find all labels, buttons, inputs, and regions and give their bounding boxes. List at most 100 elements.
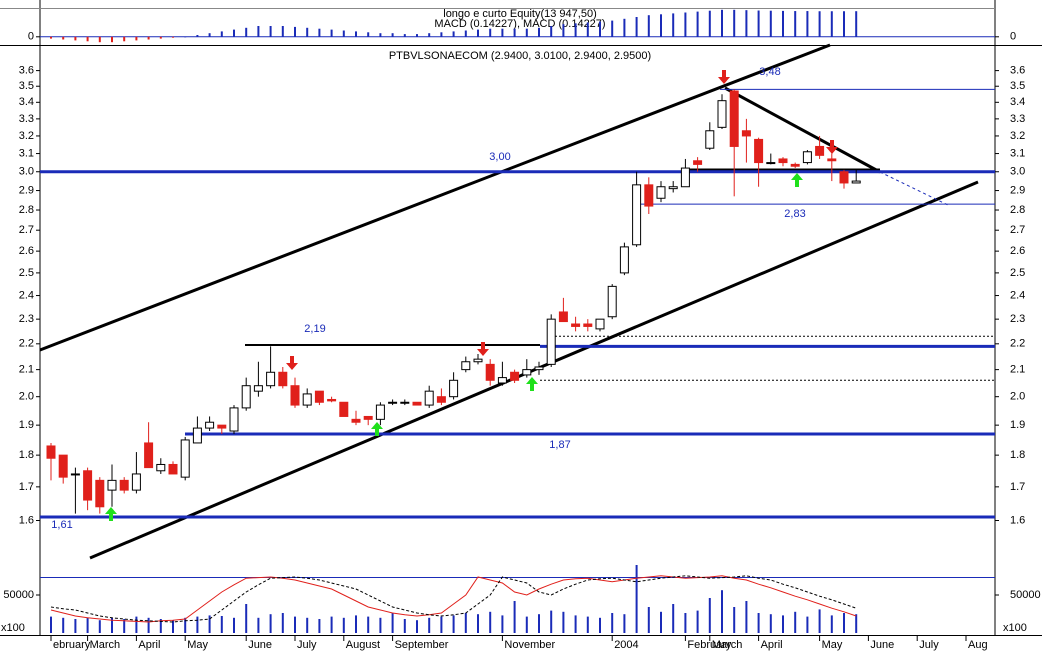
macd-bar (660, 14, 662, 37)
macd-bar (733, 9, 736, 37)
macd-bar (62, 36, 65, 40)
volume-bar (501, 615, 504, 633)
x-tick-label: May (187, 639, 208, 651)
macd-bar (562, 24, 565, 37)
upper-channel (39, 43, 831, 352)
candle-body (180, 439, 190, 478)
candle-body (571, 323, 581, 327)
volume-bar (391, 613, 394, 633)
candle-body (107, 479, 117, 491)
y-tick-label: 2.1 (19, 364, 34, 376)
macd-bar (294, 26, 296, 37)
macd-bar (525, 28, 528, 37)
y-tick-label: 2.5 (1010, 267, 1025, 279)
volume-bar (269, 614, 272, 633)
x-tick-label: November (504, 639, 555, 651)
candle-body (70, 473, 80, 476)
macd-bar (428, 33, 431, 37)
candle-body (302, 393, 312, 406)
volume-bar (794, 611, 797, 633)
frame (0, 0, 1042, 636)
y-tick-label: 2.0 (1010, 391, 1025, 403)
macd-bar (440, 32, 443, 37)
level-label: 2,83 (784, 208, 805, 220)
candle-body (363, 415, 373, 420)
volume-bar (574, 615, 577, 633)
y-tick-label: 50000 (1010, 589, 1041, 601)
y-tick-label: 3.1 (1010, 147, 1025, 159)
volume-bar (123, 619, 126, 633)
level-label: 3,48 (759, 66, 780, 78)
macd-bar (111, 36, 113, 43)
macd-bar (135, 36, 138, 41)
macd-bar (172, 36, 174, 38)
candle-body (510, 371, 520, 381)
volume-bar (440, 616, 443, 633)
volume-bar (330, 616, 333, 633)
y-tick-label: 3.5 (1010, 80, 1025, 92)
candle-body (790, 163, 800, 167)
candle-body (205, 421, 215, 429)
macd-bar (464, 30, 467, 37)
macd-bar (757, 10, 760, 37)
macd-bar (538, 27, 540, 37)
macd-bar (611, 20, 614, 37)
volume-bar (562, 611, 565, 633)
y-tick-label: 2.9 (1010, 184, 1025, 196)
y-tick-label: 2.9 (19, 184, 34, 196)
y-tick-label: 2.0 (19, 391, 34, 403)
triangle-extension (879, 171, 951, 207)
volume-bar (635, 565, 638, 633)
volume-bar (855, 614, 858, 633)
macd-bar (233, 29, 235, 37)
macd-bar (330, 29, 333, 37)
volume-bar (281, 613, 284, 633)
volume-bar (135, 616, 138, 633)
volume-bar (464, 613, 467, 633)
signal-arrow (718, 70, 730, 84)
y-tick-label: 3.4 (1010, 96, 1025, 108)
y-tick-label: 2.2 (19, 338, 34, 350)
y-tick-label: 3.2 (1010, 130, 1025, 142)
x-tick-label: April (138, 639, 160, 651)
candle-body (766, 162, 776, 165)
volume-bar (550, 610, 553, 633)
volume-bar (452, 615, 455, 633)
volume-bar (172, 620, 174, 633)
y-tick-label: 3.4 (19, 96, 34, 108)
macd-bar (342, 30, 345, 37)
candle-body (351, 418, 361, 423)
y-tick-label: 3.1 (19, 147, 34, 159)
trendlines (39, 43, 979, 560)
macd-bar (403, 34, 406, 37)
macd-bar (599, 21, 601, 37)
volume-bar (611, 613, 614, 633)
macd-bar (208, 33, 211, 37)
macd-bar (74, 36, 77, 41)
volume-bar (513, 601, 516, 633)
macd-bar (245, 27, 248, 37)
candle-body (497, 377, 507, 384)
volume-bar (159, 619, 162, 633)
candle-body (168, 463, 178, 475)
volume-bar (111, 617, 113, 633)
macd-bar (220, 31, 223, 37)
unit-label: x100 (1003, 622, 1027, 634)
candle-body (375, 404, 385, 420)
volume-bar (367, 616, 370, 633)
macd-bar (623, 18, 626, 37)
volume-bar (782, 615, 784, 633)
volume-bar (830, 615, 833, 633)
y-tick-label: 0 (1010, 31, 1016, 43)
volume-bar (757, 613, 760, 633)
y-tick-label: 2.2 (1010, 338, 1025, 350)
candle-body (217, 424, 227, 429)
macd-bar (391, 33, 394, 37)
y-tick-label: 3.0 (1010, 166, 1025, 178)
volume-bar (342, 617, 345, 633)
y-tick-label: 2.4 (19, 289, 34, 301)
y-tick-label: 3.6 (1010, 65, 1025, 77)
x-tick-label: 2004 (614, 639, 638, 651)
